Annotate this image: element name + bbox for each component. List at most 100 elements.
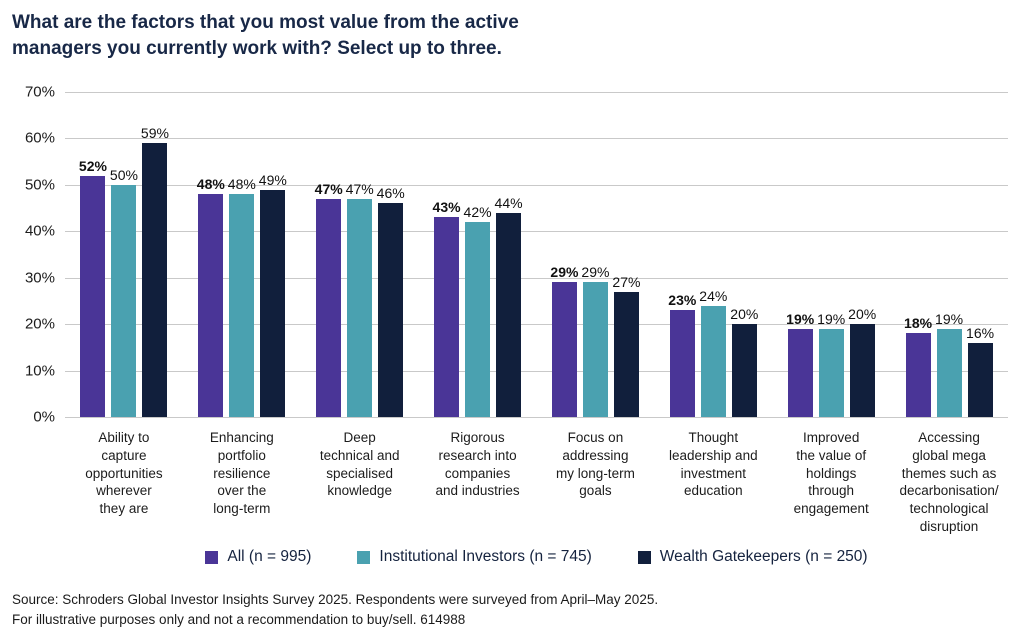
bar	[787, 328, 813, 417]
bar	[198, 194, 224, 417]
y-tick-label: 60%	[24, 129, 55, 147]
bar-value-label: 46%	[376, 185, 405, 202]
bar-wrap: 43%	[433, 200, 461, 417]
bar-value-label: 50%	[109, 166, 138, 183]
bar-wrap: 49%	[259, 173, 287, 417]
bar-value-label: 43%	[432, 199, 461, 216]
bar	[818, 328, 844, 417]
gridline	[65, 184, 1008, 186]
y-tick-label: 10%	[24, 362, 55, 380]
legend-swatch	[637, 550, 651, 564]
source-note: Source: Schroders Global Investor Insigh…	[12, 590, 658, 629]
bar-value-label: 18%	[904, 315, 933, 332]
category-label: Deep technical and specialised knowledge	[319, 430, 400, 499]
category-label: Thought leadership and investment educat…	[669, 430, 758, 499]
legend-label: All (n = 995)	[227, 548, 312, 565]
bar-wrap: 19%	[817, 312, 845, 417]
bar-group: 48% 48% 49%	[183, 92, 301, 417]
bar-wrap: 48%	[228, 177, 256, 417]
y-tick-label: 40%	[24, 222, 55, 240]
bar-group: 18% 19% 16%	[890, 92, 1008, 417]
bar	[967, 342, 993, 417]
bar-wrap: 27%	[612, 275, 640, 417]
bar-wrap: 48%	[197, 177, 225, 417]
bar-wrap: 23%	[668, 293, 696, 417]
bar	[700, 305, 726, 417]
y-tick-label: 50%	[24, 176, 55, 194]
source-line-1: Source: Schroders Global Investor Insigh…	[12, 592, 659, 607]
gridline	[65, 138, 1008, 140]
bar	[613, 291, 639, 417]
bar-wrap: 46%	[377, 186, 405, 417]
bar-wrap: 59%	[141, 126, 169, 417]
bar	[378, 203, 404, 417]
bar-value-label: 27%	[612, 273, 641, 290]
gridline	[65, 92, 1008, 93]
bar-value-label: 20%	[848, 306, 877, 323]
bar-wrap: 19%	[786, 312, 814, 417]
bar-value-label: 20%	[730, 306, 759, 323]
bar-value-label: 48%	[196, 176, 225, 193]
bar	[465, 222, 491, 417]
bar-wrap: 16%	[966, 326, 994, 417]
bar	[434, 217, 460, 417]
bar-wrap: 24%	[699, 289, 727, 417]
category-label: Focus on addressing my long-term goals	[556, 430, 635, 499]
bar-wrap: 47%	[315, 182, 343, 417]
gridline	[65, 277, 1008, 279]
gridline	[65, 417, 1008, 418]
bar-wrap: 20%	[848, 307, 876, 417]
bar-value-label: 52%	[78, 157, 107, 174]
bar-wrap: 20%	[730, 307, 758, 417]
legend-label: Wealth Gatekeepers (n = 250)	[659, 548, 868, 565]
chart-title: What are the factors that you most value…	[12, 12, 519, 59]
bar-wrap: 29%	[550, 265, 578, 417]
bar	[496, 212, 522, 417]
source-line-2: For illustrative purposes only and not a…	[12, 611, 466, 627]
bar	[260, 189, 286, 417]
category-label: Improved the value of holdings through e…	[793, 430, 869, 517]
bar-value-label: 44%	[494, 194, 523, 211]
bar-value-label: 16%	[966, 324, 995, 341]
legend-label: Institutional Investors (n = 745)	[379, 548, 592, 565]
bar-value-label: 49%	[258, 171, 287, 188]
bar-wrap: 44%	[495, 196, 523, 417]
legend-swatch	[357, 550, 371, 564]
category-label: Ability to capture opportunities whereve…	[85, 430, 163, 517]
bar-value-label: 19%	[817, 310, 846, 327]
legend-item: All (n = 995)	[205, 548, 311, 566]
bar-wrap: 19%	[935, 312, 963, 417]
bar-groups-container: 52% 50% 59% 48% 48% 49% 47% 47% 46% 43% 42% 44% 29% 2…	[65, 92, 1008, 417]
bar	[582, 282, 608, 417]
bar-group: 43% 42% 44%	[419, 92, 537, 417]
legend-item: Institutional Investors (n = 745)	[357, 548, 592, 566]
gridline	[65, 370, 1008, 372]
y-tick-label: 0%	[33, 408, 55, 426]
bar-wrap: 18%	[904, 316, 932, 417]
bar-value-label: 29%	[550, 264, 579, 281]
bar-value-label: 47%	[314, 180, 343, 197]
bar-value-label: 19%	[935, 310, 964, 327]
bar-value-label: 59%	[140, 125, 169, 142]
bar	[347, 198, 373, 417]
category-label: Rigorous research into companies and ind…	[435, 430, 520, 499]
legend: All (n = 995) Institutional Investors (n …	[65, 548, 1008, 566]
bar-value-label: 19%	[786, 310, 815, 327]
bar-value-label: 42%	[463, 204, 492, 220]
bar	[905, 333, 931, 417]
legend-item: Wealth Gatekeepers (n = 250)	[637, 548, 868, 566]
y-tick-label: 20%	[24, 315, 55, 333]
bar	[849, 324, 875, 417]
gridline	[65, 324, 1008, 326]
gridline	[65, 231, 1008, 233]
bar	[316, 198, 342, 417]
bar-value-label: 48%	[227, 176, 256, 193]
bar-group: 29% 29% 27%	[537, 92, 655, 417]
y-tick-label: 30%	[24, 269, 55, 287]
category-label: Accessing global mega themes such as dec…	[899, 430, 999, 535]
x-axis-labels: Ability to capture opportunities whereve…	[65, 429, 1008, 536]
plot-area: 52% 50% 59% 48% 48% 49% 47% 47% 46% 43% 42% 44% 29% 2…	[25, 85, 1008, 425]
bar	[936, 328, 962, 417]
legend-swatch	[205, 550, 219, 564]
